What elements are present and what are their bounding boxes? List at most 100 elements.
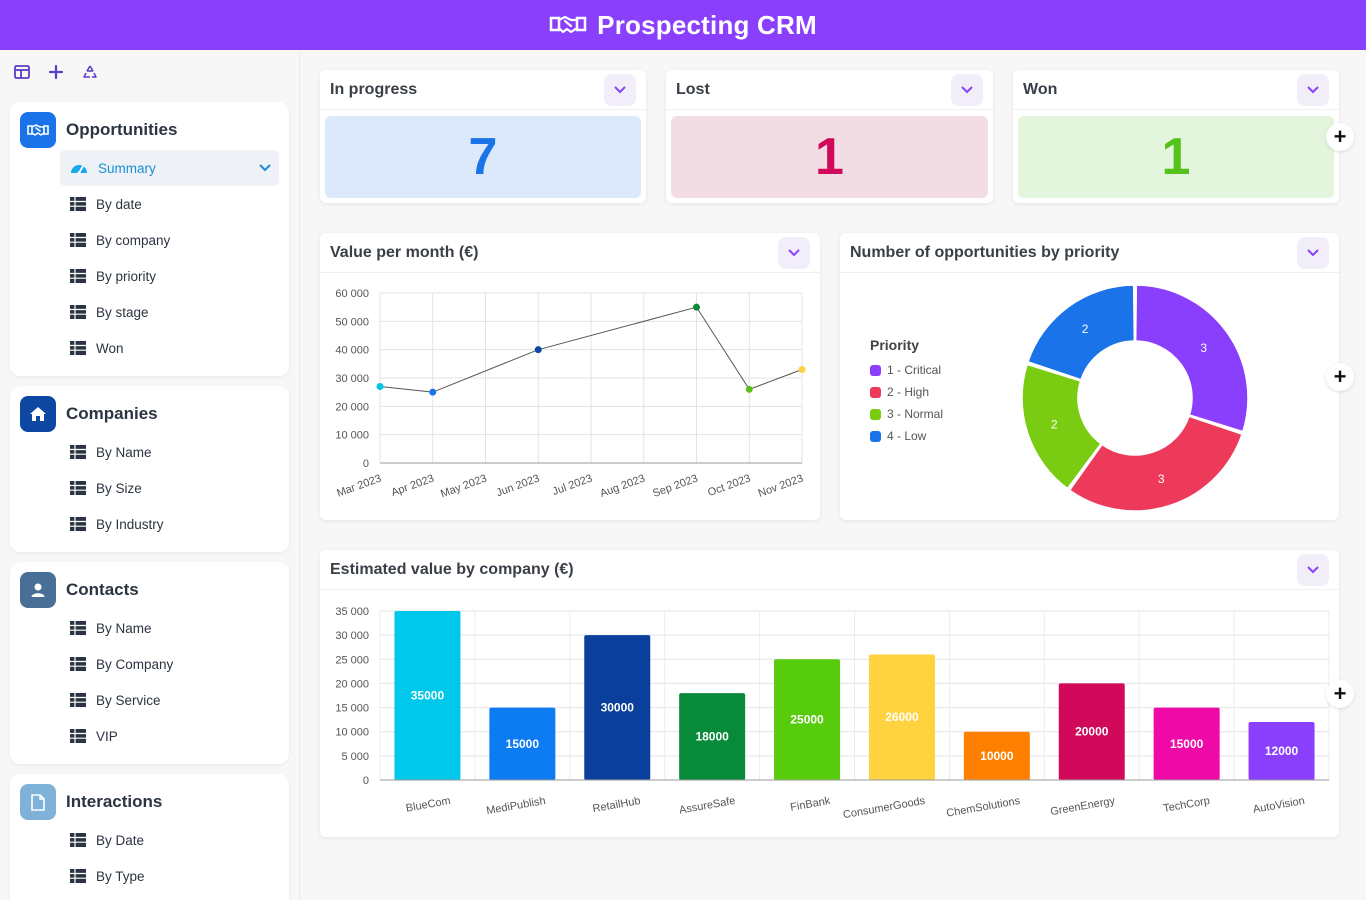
add-row-icon[interactable]: + xyxy=(1326,123,1354,151)
x-tick-label: AutoVision xyxy=(1252,795,1306,816)
interactions-header[interactable]: Interactions xyxy=(20,784,279,820)
sidebar-item-by-stage[interactable]: By stage xyxy=(20,294,279,330)
data-point xyxy=(429,388,437,396)
table-icon xyxy=(70,693,86,707)
section-title: Opportunities xyxy=(66,120,178,139)
data-point xyxy=(798,366,806,373)
y-tick-label: 60 000 xyxy=(335,288,369,300)
x-tick-label: Aug 2023 xyxy=(598,473,646,500)
legend-label: 4 - Low xyxy=(887,429,927,443)
section-title: Contacts xyxy=(66,580,139,599)
add-row-icon[interactable]: + xyxy=(1326,363,1354,391)
table-icon xyxy=(70,445,86,459)
kpi-title: Won xyxy=(1023,80,1058,98)
table-icon xyxy=(70,305,86,319)
y-tick-label: 20 000 xyxy=(335,678,369,690)
sidebar-item-summary[interactable]: Summary xyxy=(60,150,279,186)
x-tick-label: AssureSafe xyxy=(678,795,736,817)
bar xyxy=(868,654,935,780)
sidebar-item-contacts-by-company[interactable]: By Company xyxy=(20,646,279,682)
bar-value-label: 12000 xyxy=(1265,744,1299,758)
legend-item[interactable]: 3 - Normal xyxy=(870,403,943,425)
chevron-down-icon[interactable] xyxy=(1297,236,1329,269)
bar xyxy=(394,611,461,780)
sidebar-item-by-size[interactable]: By Size xyxy=(20,470,279,506)
chevron-down-icon[interactable] xyxy=(1297,73,1329,106)
line-chart: 0 10 000 20 000 30 000 40 000 50 000 60 000 Mar… xyxy=(335,288,806,501)
sidebar-item-vip[interactable]: VIP xyxy=(20,718,279,754)
sidebar-item-won[interactable]: Won xyxy=(20,330,279,366)
table-icon xyxy=(70,729,86,743)
sidebar-item-label: By Date xyxy=(96,832,145,848)
bar xyxy=(584,635,651,780)
companies-header[interactable]: Companies xyxy=(20,396,279,432)
sidebar-item-label: By company xyxy=(96,232,171,248)
sidebar-item-by-service[interactable]: By Service xyxy=(20,682,279,718)
sidebar-item-by-type[interactable]: By Type xyxy=(20,858,279,894)
sidebar-item-label: VIP xyxy=(96,728,118,744)
section-title: Companies xyxy=(66,404,158,423)
bar-value-label: 26000 xyxy=(885,710,919,724)
panel-title: Estimated value by company (€) xyxy=(330,560,574,578)
contacts-section: Contacts By Name By Company By Service V… xyxy=(10,562,289,764)
bar-value-label: 10000 xyxy=(980,749,1014,763)
sidebar-item-by-priority[interactable]: By priority xyxy=(20,258,279,294)
add-icon[interactable] xyxy=(46,62,66,82)
opportunities-header[interactable]: Opportunities xyxy=(20,112,279,148)
kpi-title: In progress xyxy=(330,80,418,98)
donut-chart: 3 3 2 2 xyxy=(1021,284,1249,512)
value-per-month-panel: Value per month (€) 0 10 000 20 000 30 000 4… xyxy=(320,233,820,520)
bar xyxy=(1153,707,1220,780)
chevron-down-icon[interactable] xyxy=(604,73,636,106)
legend-item[interactable]: 2 - High xyxy=(870,381,943,403)
sidebar-item-by-date[interactable]: By date xyxy=(20,186,279,222)
sidebar-item-by-company[interactable]: By company xyxy=(20,222,279,258)
recycle-icon[interactable] xyxy=(80,62,100,82)
sidebar-item-interactions-by-date[interactable]: By Date xyxy=(20,822,279,858)
y-tick-label: 50 000 xyxy=(335,316,369,328)
section-title: Interactions xyxy=(66,792,163,811)
chevron-down-icon xyxy=(259,164,271,172)
x-tick-label: GreenEnergy xyxy=(1049,795,1116,818)
legend-swatch xyxy=(870,408,881,420)
sidebar-item-companies-by-name[interactable]: By Name xyxy=(20,434,279,470)
kpi-lost: Lost 1 xyxy=(666,70,993,203)
y-tick-label: 15 000 xyxy=(335,703,369,715)
sidebar-item-label: By Service xyxy=(96,692,161,708)
home-icon xyxy=(20,396,56,432)
contacts-header[interactable]: Contacts xyxy=(20,572,279,608)
donut-slice xyxy=(1068,415,1243,512)
legend-label: 1 - Critical xyxy=(887,363,942,377)
x-tick-label: Jun 2023 xyxy=(495,473,542,500)
legend-item[interactable]: 4 - Low xyxy=(870,425,943,447)
legend-item[interactable]: 1 - Critical xyxy=(870,359,943,381)
legend-swatch xyxy=(870,430,881,442)
table-icon xyxy=(70,197,86,211)
x-tick-label: Nov 2023 xyxy=(757,473,805,500)
legend-swatch xyxy=(870,386,881,398)
chevron-down-icon[interactable] xyxy=(778,236,810,269)
kpi-won: Won 1 xyxy=(1013,70,1339,203)
donut-slice xyxy=(1134,284,1249,433)
legend-label: 2 - High xyxy=(887,385,930,399)
donut-slice xyxy=(1021,363,1102,490)
add-row-icon[interactable]: + xyxy=(1326,680,1354,708)
bar xyxy=(774,659,841,780)
sidebar-item-by-industry[interactable]: By Industry xyxy=(20,506,279,542)
kpi-title: Lost xyxy=(676,80,710,98)
y-tick-label: 5 000 xyxy=(341,751,369,763)
handshake-icon xyxy=(20,112,56,148)
bar-value-label: 15000 xyxy=(506,737,540,751)
x-tick-label: May 2023 xyxy=(439,473,489,501)
sidebar-item-label: By priority xyxy=(96,268,157,284)
table-icon xyxy=(70,517,86,531)
sidebar-item-contacts-by-name[interactable]: By Name xyxy=(20,610,279,646)
panels-icon[interactable] xyxy=(12,62,32,82)
chevron-down-icon[interactable] xyxy=(1297,553,1329,586)
chevron-down-icon[interactable] xyxy=(951,73,983,106)
x-tick-label: ChemSolutions xyxy=(945,795,1021,820)
panel-title: Value per month (€) xyxy=(330,243,479,261)
bar-value-label: 20000 xyxy=(1075,725,1109,739)
slice-label: 2 xyxy=(1051,417,1058,431)
table-icon xyxy=(70,481,86,495)
